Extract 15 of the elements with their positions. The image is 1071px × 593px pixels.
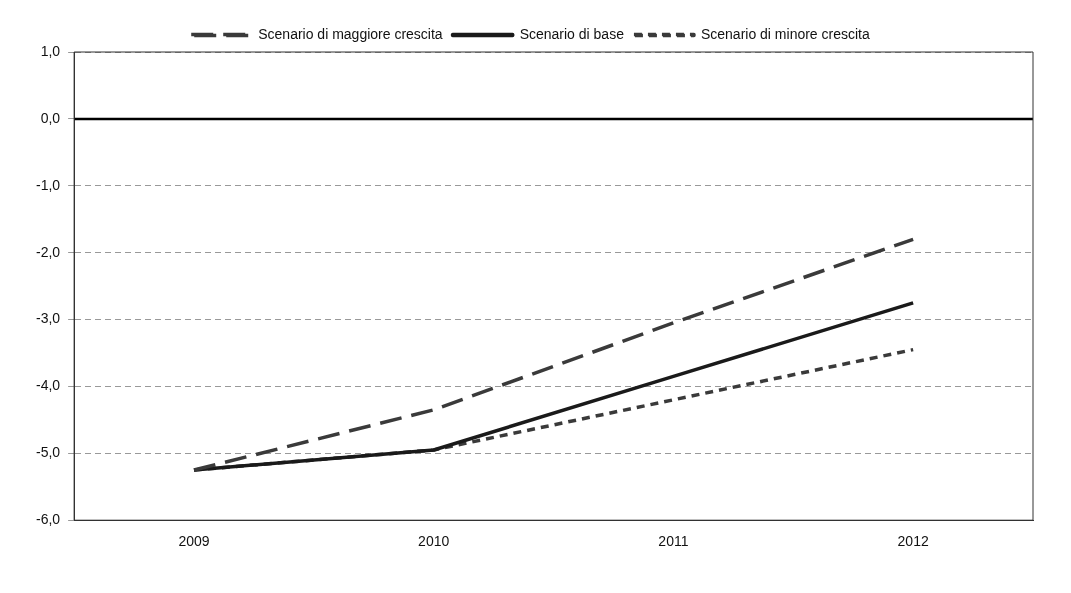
x-tick-label: 2011 <box>658 533 689 550</box>
x-tick-label: 2012 <box>897 533 929 550</box>
y-tick-label: -2,0 <box>36 243 61 260</box>
y-tick-label: -5,0 <box>36 444 61 461</box>
x-tick-label: 2010 <box>418 533 450 550</box>
y-tick-label: -6,0 <box>36 511 61 528</box>
legend-label: Scenario di minore crescita <box>700 25 870 42</box>
legend-label: Scenario di base <box>519 25 625 42</box>
y-tick-label: 0,0 <box>40 109 61 126</box>
y-tick-label: -1,0 <box>36 176 61 193</box>
x-tick-label: 2009 <box>178 533 210 550</box>
y-tick-label: -3,0 <box>36 310 61 327</box>
y-tick-label: 1,0 <box>40 42 61 59</box>
legend-label: Scenario di maggiore crescita <box>258 25 443 42</box>
y-tick-label: -4,0 <box>36 377 61 394</box>
